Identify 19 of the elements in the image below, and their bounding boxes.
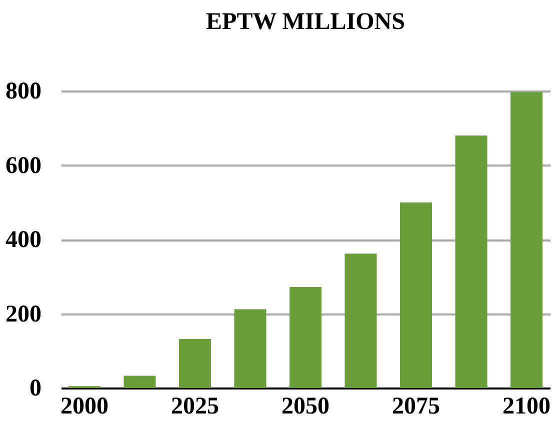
bar [400, 202, 432, 388]
bar [344, 254, 377, 388]
y-tick-label: 600 [6, 152, 42, 179]
chart-title: EPTW MILLIONS [206, 9, 405, 35]
y-tick-label: 400 [6, 227, 42, 253]
x-tick-label: 2000 [60, 394, 108, 420]
bar [124, 376, 156, 388]
y-tick-label: 0 [30, 376, 42, 402]
x-tick-label: 2025 [170, 394, 219, 420]
bar [510, 92, 543, 388]
x-tick-label: 2075 [392, 394, 440, 420]
bar [290, 287, 322, 388]
x-tick-label: 2050 [282, 394, 330, 420]
y-tick-label: 800 [6, 78, 42, 104]
bar [455, 136, 488, 388]
y-tick-label: 200 [6, 301, 42, 328]
bar [178, 338, 211, 388]
bar [234, 309, 266, 388]
x-tick-label: 2100 [502, 394, 551, 420]
